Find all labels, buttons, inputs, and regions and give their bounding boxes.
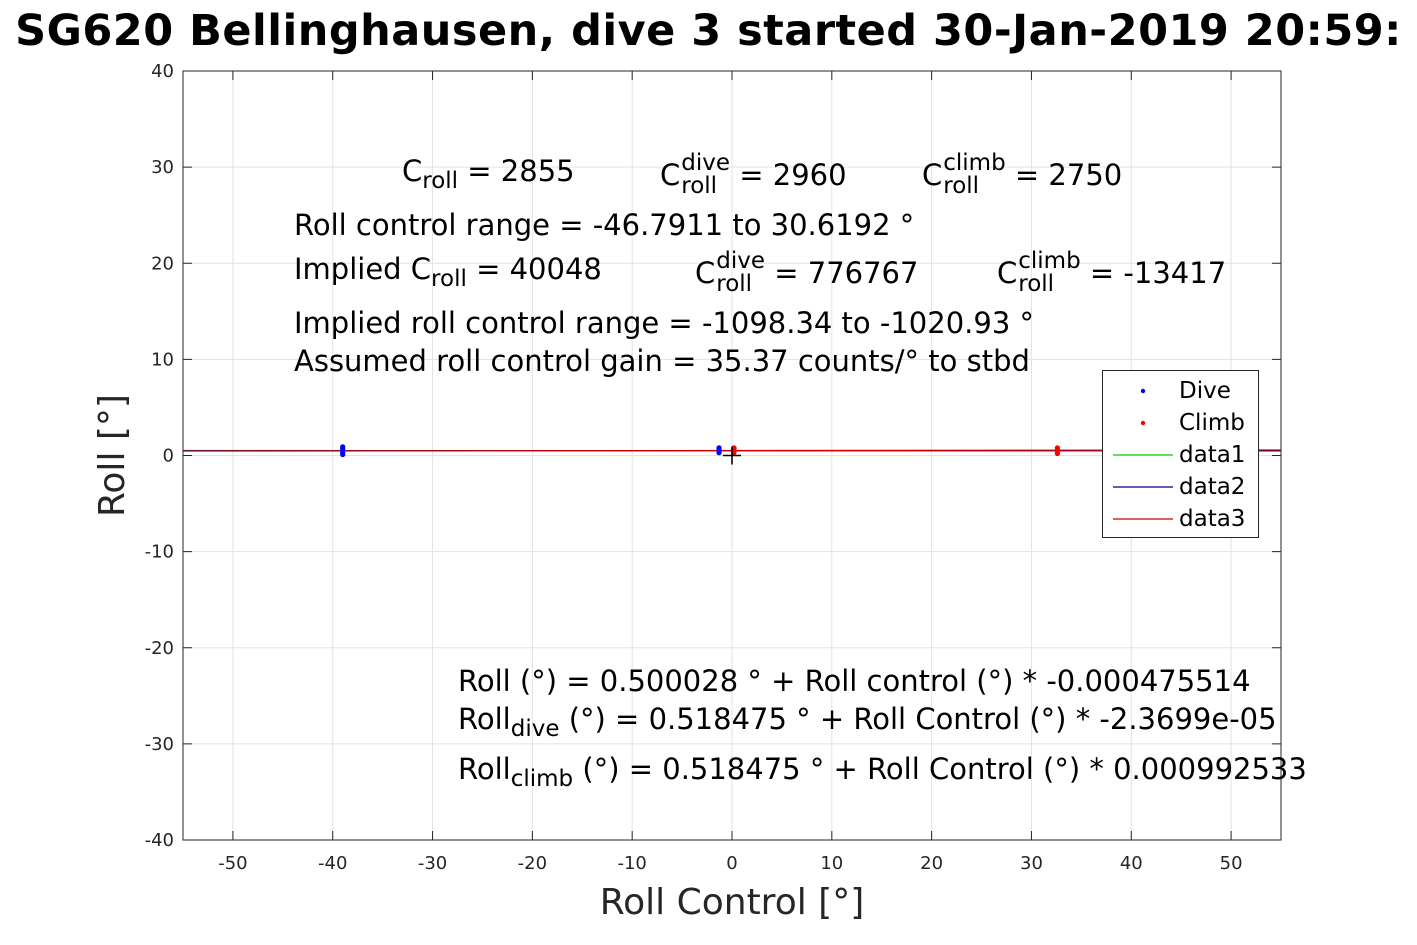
legend: Dive Climb data1 data2 data3 — [1102, 370, 1259, 538]
legend-label: Dive — [1179, 378, 1231, 404]
legend-swatch — [1140, 388, 1146, 394]
fit-climb-annotation: Rollclimb (°) = 0.518475 ° + Roll Contro… — [458, 752, 1307, 792]
data-point-dive — [716, 445, 722, 451]
ticks: -50 -40 -30 -20 -10 0 10 20 30 40 50 -40 -30 -20 -10 0 1… — [145, 61, 1281, 874]
data-point-dive — [340, 444, 346, 450]
legend-entry-data2: data2 — [1103, 471, 1260, 503]
x-tick-label: -40 — [318, 853, 347, 874]
y-tick-label: -30 — [145, 734, 174, 755]
data-point-climb — [1054, 445, 1061, 451]
fit-all-annotation: Roll (°) = 0.500028 ° + Roll control (°)… — [458, 664, 1251, 698]
legend-label: Climb — [1179, 410, 1245, 436]
implied-roll-control-range: Implied roll control range = -1098.34 to… — [294, 306, 1034, 340]
x-tick-label: 40 — [1120, 853, 1143, 874]
x-tick-label: 50 — [1220, 853, 1243, 874]
legend-label: data3 — [1179, 506, 1246, 532]
fit-dive-annotation: Rolldive (°) = 0.518475 ° + Roll Control… — [458, 702, 1277, 742]
legend-swatch — [1140, 420, 1146, 426]
x-tick-label: 0 — [726, 853, 737, 874]
legend-swatch — [1113, 454, 1173, 456]
legend-swatch — [1113, 486, 1173, 488]
x-tick-label: -50 — [218, 853, 247, 874]
y-tick-label: 40 — [151, 61, 174, 82]
x-axis-label: Roll Control [°] — [600, 882, 865, 923]
x-tick-label: 20 — [920, 853, 943, 874]
c-roll-annotation: Croll = 2855 — [402, 154, 575, 194]
legend-swatch — [1113, 518, 1173, 520]
y-axis-label: Roll [°] — [92, 394, 133, 517]
y-tick-label: 10 — [151, 349, 174, 370]
x-tick-label: -20 — [518, 853, 547, 874]
x-tick-label: 10 — [820, 853, 843, 874]
legend-entry-data1: data1 — [1103, 439, 1260, 471]
chart-title: SG620 Bellinghausen, dive 3 started 30-J… — [15, 6, 1402, 56]
y-tick-label: -40 — [145, 830, 174, 851]
y-tick-label: -20 — [145, 638, 174, 659]
legend-label: data2 — [1179, 474, 1246, 500]
implied-c-roll-annotation: Implied Croll = 40048 — [294, 252, 602, 292]
roll-control-range: Roll control range = -46.7911 to 30.6192… — [294, 208, 915, 242]
x-tick-label: -30 — [418, 853, 447, 874]
legend-entry-climb: Climb — [1103, 407, 1260, 439]
x-tick-label: 30 — [1020, 853, 1043, 874]
series-layer — [182, 444, 1282, 465]
y-tick-label: 0 — [163, 446, 174, 467]
legend-label: data1 — [1179, 442, 1246, 468]
assumed-roll-control-gain: Assumed roll control gain = 35.37 counts… — [294, 344, 1030, 378]
x-tick-label: -10 — [617, 853, 646, 874]
y-tick-label: -10 — [145, 542, 174, 563]
c-roll-term: Croll = 2855 — [402, 154, 575, 194]
legend-entry-data3: data3 — [1103, 503, 1260, 535]
y-tick-label: 30 — [151, 157, 174, 178]
y-tick-label: 20 — [151, 253, 174, 274]
legend-entry-dive: Dive — [1103, 375, 1260, 407]
